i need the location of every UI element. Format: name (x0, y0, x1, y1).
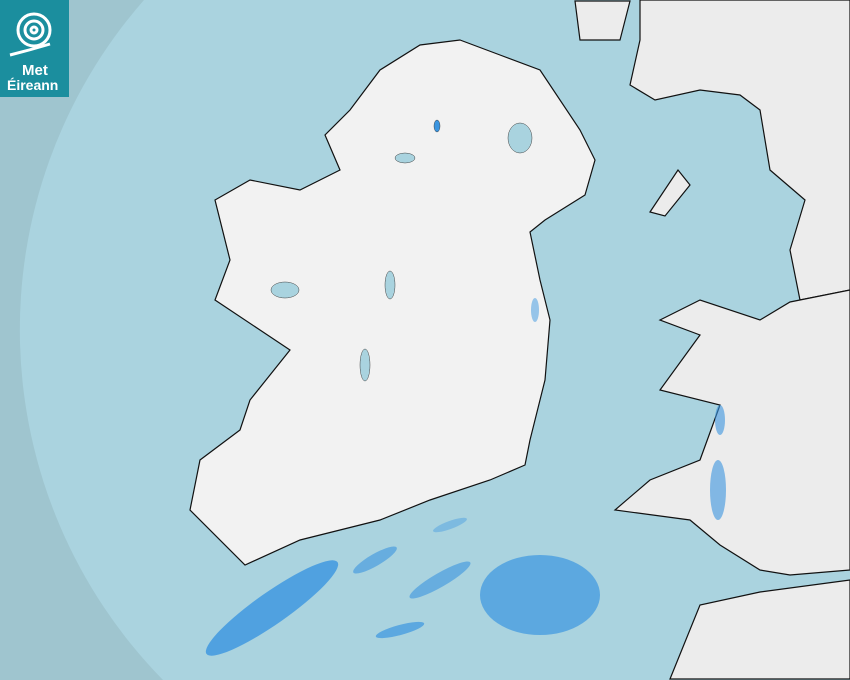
met-eireann-logo: Met Éireann (0, 0, 69, 97)
rain-cell (205, 560, 339, 656)
rain-cell (531, 298, 539, 322)
rain-cell (375, 621, 425, 639)
lakes (270, 119, 533, 382)
swirl-icon (9, 12, 52, 57)
rain-cell (353, 546, 397, 574)
land-great-britain (574, 0, 850, 680)
rain-cell (409, 561, 471, 599)
brand-line1: Met (22, 62, 48, 79)
brand-line2: Éireann (7, 77, 59, 93)
rain-cell (433, 517, 467, 533)
rain-cell (710, 460, 726, 520)
land-ireland (189, 39, 596, 566)
rain-echoes (205, 298, 726, 656)
rain-cell (480, 555, 600, 635)
rain-cell (715, 405, 725, 435)
